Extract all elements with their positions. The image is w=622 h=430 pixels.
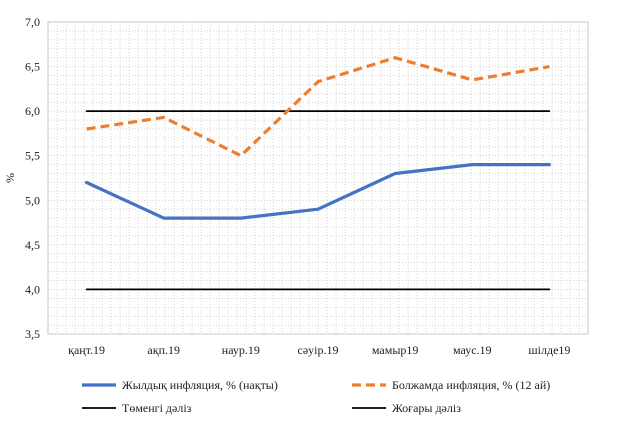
y-tick-labels: 3,5 4,0 4,5 5,0 5,5 6,0 6,5 7,0 (25, 15, 40, 341)
y-tick-label: 5,0 (25, 193, 40, 207)
legend-label-3: Жоғары дәліз (392, 401, 461, 415)
y-tick-label: 3,5 (25, 327, 40, 341)
y-tick-label: 5,5 (25, 149, 40, 163)
x-tick-label: мамыр19 (372, 343, 419, 357)
series-line-1 (86, 56, 550, 158)
y-tick-label: 4,5 (25, 238, 40, 252)
y-tick-label: 7,0 (25, 15, 40, 29)
plot-area-border (47, 21, 589, 335)
plot-border (47, 21, 589, 335)
x-tick-label: сәуір.19 (298, 343, 339, 357)
x-tick-label: маус.19 (453, 343, 492, 357)
y-tick-label: 6,5 (25, 60, 40, 74)
grid (47, 21, 589, 335)
x-tick-label: қаңт.19 (68, 343, 105, 357)
series-group (84, 56, 552, 291)
legend-label-0: Жылдық инфляция, % (нақты) (122, 378, 278, 392)
legend: Жылдық инфляция, % (нақты) Болжамда инфля… (82, 378, 550, 415)
series-line-0 (84, 163, 552, 220)
x-tick-label: ақп.19 (147, 343, 180, 357)
x-tick-labels: қаңт.19 ақп.19 наур.19 сәуір.19 мамыр19 маус.… (68, 343, 570, 357)
y-tick-label: 4,0 (25, 282, 40, 296)
y-tick-label: 6,0 (25, 104, 40, 118)
x-tick-label: наур.19 (222, 343, 260, 357)
y-axis-label: % (3, 173, 17, 183)
legend-label-1: Болжамда инфляция, % (12 ай) (392, 378, 550, 392)
legend-label-2: Төменгі дәліз (122, 401, 192, 415)
x-tick-label: шілде19 (528, 343, 570, 357)
